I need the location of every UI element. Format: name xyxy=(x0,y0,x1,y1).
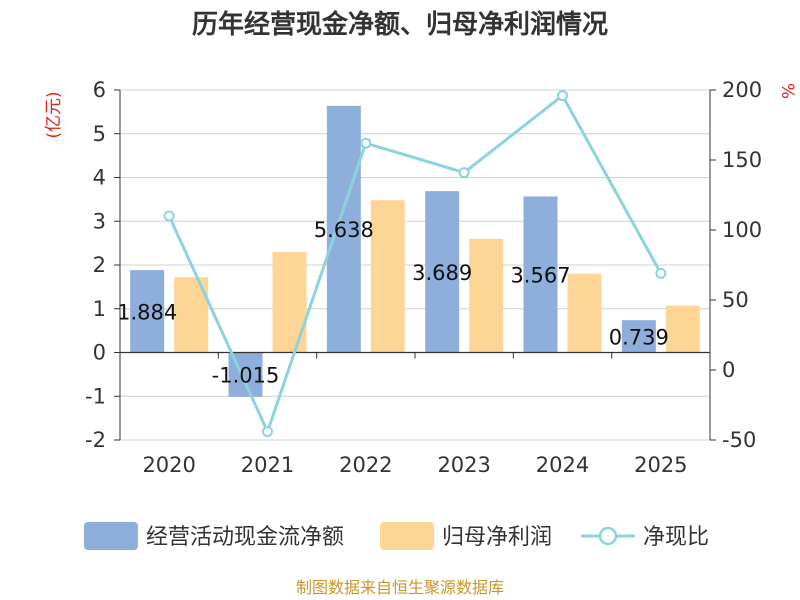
ratio-point[interactable] xyxy=(262,426,273,438)
data-labels: 1.884 -1.015 5.638 3.689 3.567 0.739 xyxy=(117,218,669,388)
chart-title: 历年经营现金净额、归母净利润情况 xyxy=(192,9,608,40)
bar-profit[interactable] xyxy=(272,251,307,353)
source-note: 制图数据来自恒生聚源数据库 xyxy=(296,578,504,597)
left-axis-unit: (亿元) xyxy=(44,91,64,138)
bar-cash[interactable] xyxy=(326,105,361,353)
right-tick-label: -50 xyxy=(722,428,756,452)
axes: 6 5 4 3 2 1 0 -1 -2 200 150 100 50 0 -50 2020 2021 2022 20… xyxy=(85,78,762,477)
left-tick-label: -2 xyxy=(85,428,106,452)
x-tick-label: 2025 xyxy=(634,453,687,477)
right-axis-unit: % xyxy=(777,83,797,99)
data-label-cash: 5.638 xyxy=(314,218,374,242)
bar-profit[interactable] xyxy=(370,200,405,353)
bars xyxy=(130,105,700,397)
data-label-cash: 3.567 xyxy=(510,263,570,287)
x-tick-label: 2020 xyxy=(142,453,195,477)
bar-profit[interactable] xyxy=(665,305,700,353)
x-tick-label: 2022 xyxy=(339,453,392,477)
x-tick-label: 2021 xyxy=(241,453,294,477)
left-tick-label: -1 xyxy=(85,384,106,408)
right-tick-label: 0 xyxy=(722,358,735,382)
ratio-line-path xyxy=(167,93,663,436)
right-tick-label: 50 xyxy=(722,288,749,312)
data-label-cash: 3.689 xyxy=(412,261,472,285)
data-label-cash: -1.015 xyxy=(212,364,280,388)
right-tick-label: 200 xyxy=(722,78,762,102)
data-label-cash: 1.884 xyxy=(117,300,177,324)
bar-cash[interactable] xyxy=(523,196,558,353)
legend-swatch-profit[interactable] xyxy=(380,522,434,550)
data-label-cash: 0.739 xyxy=(609,325,669,349)
bar-cash[interactable] xyxy=(425,191,460,353)
bar-profit[interactable] xyxy=(567,273,602,353)
ratio-point[interactable] xyxy=(557,90,568,102)
ratio-point[interactable] xyxy=(360,137,372,149)
ratio-point[interactable] xyxy=(655,267,667,279)
legend-label-ratio[interactable]: 净现比 xyxy=(643,525,709,550)
ratio-line xyxy=(163,90,667,438)
ratio-point[interactable] xyxy=(163,210,175,222)
left-tick-label: 4 xyxy=(93,166,106,190)
legend-swatch-cash[interactable] xyxy=(84,522,138,550)
bar-profit[interactable] xyxy=(469,238,504,353)
left-tick-label: 2 xyxy=(93,253,106,277)
left-tick-label: 0 xyxy=(93,341,106,365)
left-tick-label: 1 xyxy=(93,297,106,321)
left-tick-label: 5 xyxy=(93,122,106,146)
left-tick-label: 3 xyxy=(93,209,106,233)
x-tick-label: 2023 xyxy=(437,453,490,477)
left-tick-label: 6 xyxy=(93,78,106,102)
x-tick-label: 2024 xyxy=(536,453,589,477)
ratio-point[interactable] xyxy=(458,167,470,179)
bar-cash[interactable] xyxy=(130,270,165,353)
legend-label-profit[interactable]: 归母净利润 xyxy=(442,525,552,550)
bar-cash[interactable] xyxy=(621,320,656,353)
legend-marker-ratio[interactable] xyxy=(598,526,618,546)
legend-label-cash[interactable]: 经营活动现金流净额 xyxy=(146,525,344,550)
right-tick-label: 100 xyxy=(722,218,762,242)
legend[interactable]: 经营活动现金流净额 归母净利润 净现比 xyxy=(84,522,709,550)
right-tick-label: 150 xyxy=(722,148,762,172)
